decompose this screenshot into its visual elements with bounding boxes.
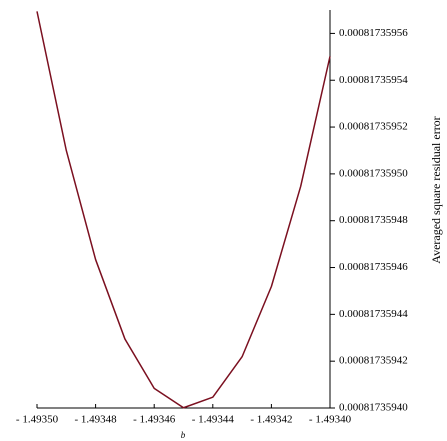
y-tick-label: 0.00081735944 xyxy=(339,308,408,320)
y-tick-label: 0.00081735948 xyxy=(339,214,408,226)
x-tick-label: - 1.49348 xyxy=(75,414,118,426)
x-tick-label: - 1.49340 xyxy=(309,414,352,426)
y-tick-label: 0.00081735940 xyxy=(339,402,408,414)
x-tick-label: - 1.49344 xyxy=(192,414,235,426)
x-tick-label: - 1.49346 xyxy=(133,414,176,426)
y-tick-label: 0.00081735942 xyxy=(339,355,408,367)
x-tick-label: - 1.49350 xyxy=(16,414,59,426)
y-tick-label: 0.00081735946 xyxy=(339,261,408,273)
y-axis-label: Averaged square residual error xyxy=(429,116,443,263)
y-tick-label: 0.00081735950 xyxy=(339,167,408,179)
x-axis-label: b xyxy=(181,430,186,440)
y-tick-label: 0.00081735952 xyxy=(339,121,408,133)
y-tick-label: 0.00081735956 xyxy=(339,27,408,39)
y-tick-label: 0.00081735954 xyxy=(339,74,408,86)
line xyxy=(36,11,331,409)
x-tick-label: - 1.49342 xyxy=(250,414,292,426)
